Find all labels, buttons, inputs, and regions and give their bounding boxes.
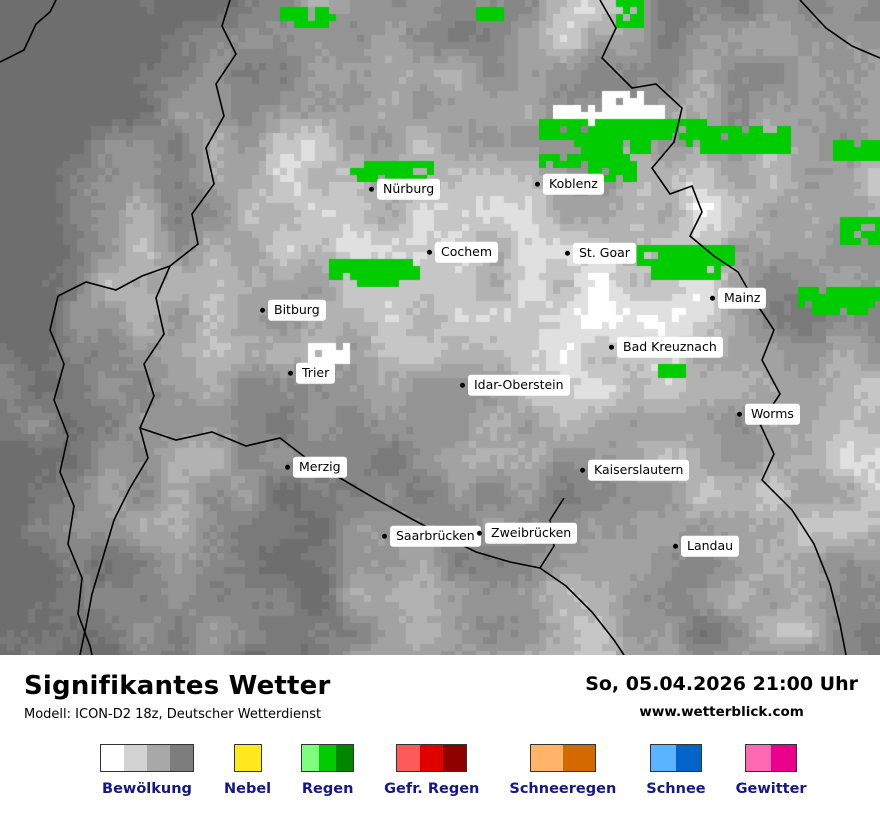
city-label: Bitburg [268, 299, 326, 321]
city-marker: Trier [288, 362, 336, 384]
legend-color-cell [420, 745, 444, 771]
city-dot-icon [565, 250, 570, 256]
city-dot-icon [673, 543, 678, 549]
info-bar: Signifikantes Wetter Modell: ICON-D2 18z… [0, 655, 880, 722]
legend-swatch [233, 744, 262, 772]
city-marker: Bitburg [260, 299, 326, 321]
city-marker: St. Goar [565, 242, 636, 264]
legend-label: Schnee [646, 781, 706, 797]
legend-swatch [529, 744, 596, 772]
city-dot-icon [260, 307, 265, 313]
legend-color-cell [771, 745, 797, 771]
city-dot-icon [427, 249, 432, 255]
legend-color-cell [170, 745, 193, 771]
legend-label: Regen [301, 781, 354, 797]
legend-group: Regen [301, 744, 355, 797]
city-dot-icon [535, 181, 540, 187]
city-dot-icon [609, 344, 614, 350]
legend-group: Schneeregen [509, 744, 616, 797]
city-label: Idar-Oberstein [468, 374, 570, 396]
city-dot-icon [382, 533, 387, 539]
legend-color-cell [562, 745, 595, 771]
legend-label: Gewitter [735, 781, 807, 797]
legend-group: Nebel [224, 744, 271, 797]
legend-color-cell [302, 745, 320, 771]
legend-group: Schnee [646, 744, 706, 797]
legend-color-cell [530, 745, 563, 771]
city-marker: Cochem [427, 241, 499, 263]
legend-group: Gefr. Regen [384, 744, 479, 797]
city-label: Saarbrücken [390, 525, 481, 547]
page-title: Signifikantes Wetter [24, 671, 331, 701]
city-label: Worms [745, 403, 800, 425]
city-layer: Nürburg Koblenz Cochem St. Goar Bitburg Mainz… [260, 173, 800, 557]
city-marker: Bad Kreuznach [609, 336, 723, 358]
legend-label: Bewölkung [102, 781, 192, 797]
city-dot-icon [477, 530, 482, 536]
legend-color-cell [234, 745, 261, 771]
city-label: Bad Kreuznach [617, 336, 723, 358]
legend-label: Gefr. Regen [384, 781, 480, 797]
legend-swatch [649, 744, 702, 772]
city-marker: Mainz [710, 287, 767, 309]
city-label: St. Goar [573, 242, 636, 264]
forecast-datetime: So, 05.04.2026 21:00 Uhr [585, 673, 858, 695]
city-label: Koblenz [543, 173, 604, 195]
city-label: Trier [296, 362, 336, 384]
model-info: Modell: ICON-D2 18z, Deutscher Wetterdie… [24, 707, 322, 722]
legend-color-cell [397, 745, 421, 771]
city-dot-icon [288, 370, 293, 376]
legend: Bewölkung Nebel Regen Gefr. Regen Schneerege… [0, 744, 880, 797]
legend-swatch [745, 744, 798, 772]
legend-label: Nebel [224, 781, 272, 797]
city-label: Mainz [718, 287, 767, 309]
legend-group: Bewölkung [100, 744, 194, 797]
legend-color-cell [124, 745, 147, 771]
city-marker: Nürburg [369, 178, 441, 200]
city-label: Cochem [435, 241, 499, 263]
city-dot-icon [710, 295, 715, 301]
city-marker: Saarbrücken [382, 525, 481, 547]
legend-color-cell [101, 745, 124, 771]
legend-color-cell [147, 745, 170, 771]
city-marker: Worms [737, 403, 800, 425]
city-marker: Landau [673, 535, 740, 557]
city-dot-icon [737, 411, 742, 417]
city-dot-icon [369, 186, 374, 192]
city-marker: Koblenz [535, 173, 604, 195]
legend-color-cell [336, 745, 354, 771]
legend-swatch [100, 744, 194, 772]
info-left: Signifikantes Wetter Modell: ICON-D2 18z… [24, 671, 331, 722]
city-label: Zweibrücken [485, 522, 578, 544]
city-marker: Merzig [285, 456, 347, 478]
website-url: www.wetterblick.com [639, 704, 804, 720]
city-label: Landau [681, 535, 740, 557]
legend-swatch [396, 744, 468, 772]
legend-color-cell [319, 745, 337, 771]
legend-group: Gewitter [736, 744, 807, 797]
city-dot-icon [580, 467, 585, 473]
city-label: Merzig [293, 456, 347, 478]
legend-color-cell [675, 745, 701, 771]
legend-color-cell [650, 745, 676, 771]
city-dot-icon [285, 464, 290, 470]
legend-color-cell [746, 745, 772, 771]
legend-label: Schneeregen [509, 781, 617, 797]
city-label: Nürburg [377, 178, 441, 200]
city-label: Kaiserslautern [588, 459, 690, 481]
weather-map: Nürburg Koblenz Cochem St. Goar Bitburg Mainz… [0, 0, 880, 655]
city-marker: Kaiserslautern [580, 459, 690, 481]
city-marker: Idar-Oberstein [460, 374, 570, 396]
city-marker: Zweibrücken [477, 522, 578, 544]
legend-color-cell [443, 745, 467, 771]
info-right: So, 05.04.2026 21:00 Uhr www.wetterblick… [585, 671, 858, 720]
legend-swatch [301, 744, 355, 772]
city-dot-icon [460, 382, 465, 388]
